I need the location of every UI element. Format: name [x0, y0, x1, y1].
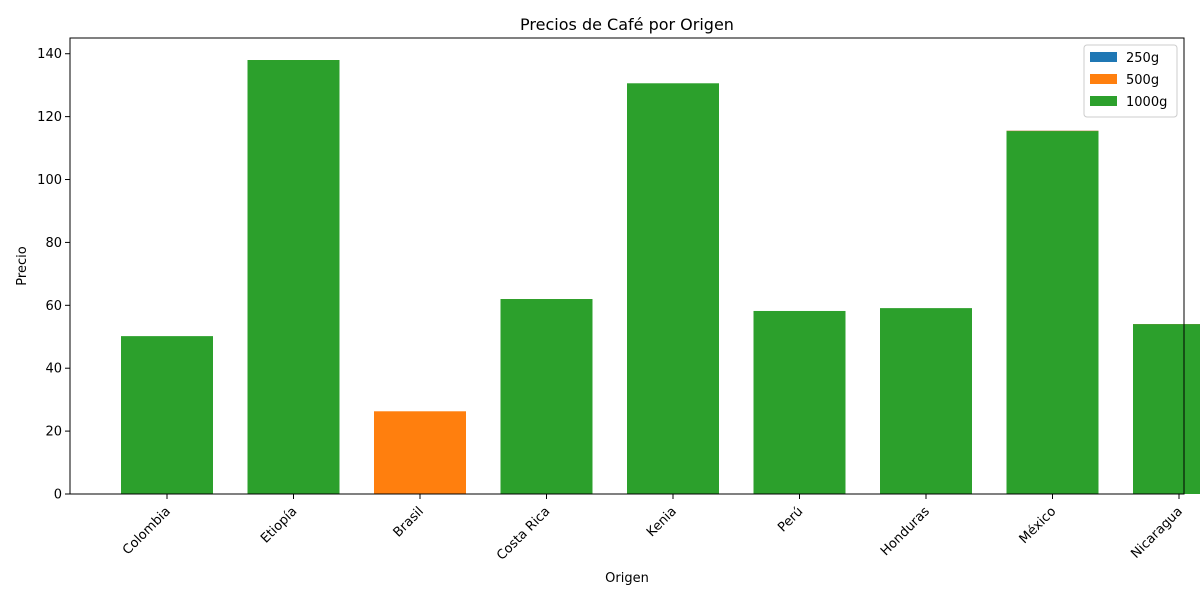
bar-1000g-Honduras: [880, 308, 972, 494]
bar-1000g-Colombia: [121, 336, 213, 494]
y-tick-label: 60: [45, 299, 62, 314]
bar-1000g-Kenia: [627, 83, 719, 494]
y-tick-label: 120: [37, 110, 62, 125]
x-tick-label: Kenia: [644, 504, 680, 540]
legend-label: 250g: [1126, 51, 1159, 66]
legend-swatch-1000g: [1090, 96, 1117, 106]
x-tick-label: Nicaragua: [1128, 504, 1185, 561]
x-tick-label: Etiopía: [258, 504, 300, 546]
bar-500g-Brasil: [374, 411, 466, 494]
legend: 250g 500g 1000g: [1083, 44, 1178, 118]
bar-1000g-México: [1006, 131, 1099, 494]
x-axis-label: Origen: [605, 571, 649, 586]
y-tick-label: 80: [45, 236, 62, 251]
legend-swatch-500g: [1090, 74, 1117, 84]
bar-1000g-Nicaragua: [1133, 324, 1200, 494]
y-tick-label: 0: [54, 488, 62, 503]
x-axis: Colombia Etiopía Brasil Costa Rica Kenia Perú…: [120, 494, 1186, 563]
y-axis: 0 20 40 60 80 100 120 140: [37, 47, 70, 503]
bar-1000g-Perú: [753, 310, 846, 494]
legend-label: 500g: [1126, 73, 1159, 88]
y-tick-label: 100: [37, 173, 62, 188]
y-tick-label: 140: [37, 47, 62, 62]
bar-1000g-Costa Rica: [500, 299, 593, 494]
x-tick-label: Perú: [775, 504, 806, 535]
bars-group: [121, 60, 1200, 495]
legend-label: 1000g: [1126, 95, 1167, 110]
x-tick-label: Colombia: [120, 504, 174, 558]
x-tick-label: México: [1017, 504, 1060, 547]
x-tick-label: Honduras: [878, 504, 933, 559]
bar-1000g-Etiopía: [247, 60, 340, 494]
x-tick-label: Costa Rica: [494, 504, 553, 563]
legend-swatch-250g: [1090, 52, 1117, 62]
plot-frame: [69, 37, 1185, 495]
x-tick-label: Brasil: [391, 504, 427, 540]
chart-title: Precios de Café por Origen: [520, 15, 734, 34]
y-axis-label: Precio: [15, 246, 30, 285]
y-tick-label: 40: [45, 362, 62, 377]
y-tick-label: 20: [45, 425, 62, 440]
